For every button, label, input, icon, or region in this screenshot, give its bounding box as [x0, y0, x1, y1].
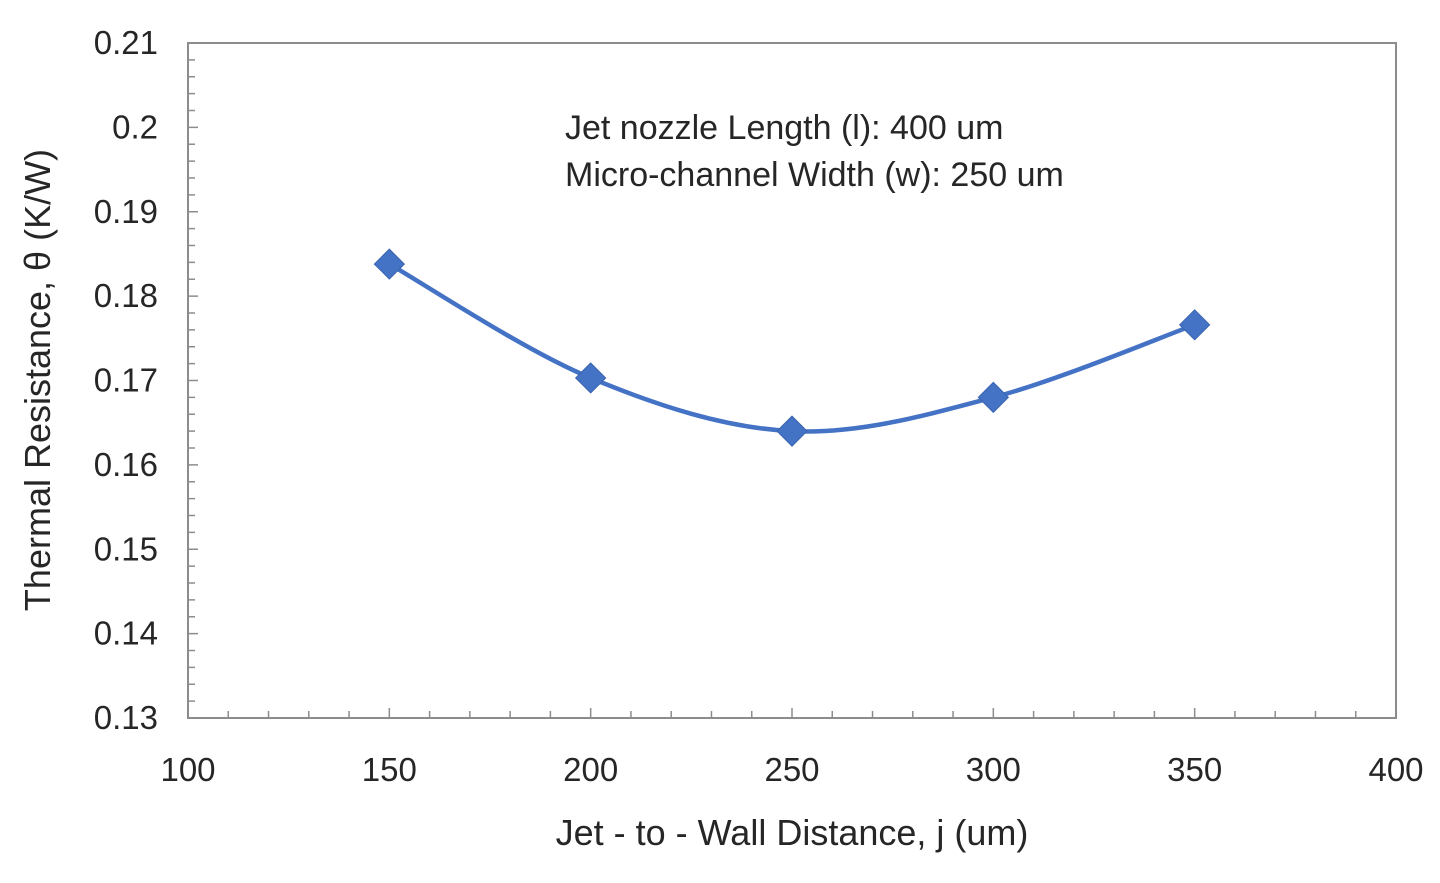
y-tick-label: 0.15 [94, 530, 158, 567]
x-tick-labels: 100 150 200 250 300 350 400 [160, 751, 1423, 788]
plot-area [187, 42, 1397, 719]
minor-ticks [187, 42, 1397, 719]
x-tick-label: 350 [1167, 751, 1222, 788]
x-tick-label: 400 [1368, 751, 1423, 788]
x-tick-label: 300 [966, 751, 1021, 788]
data-point-marker [574, 362, 607, 394]
y-tick-label: 0.19 [94, 193, 158, 230]
y-tick-label: 0.2 [112, 108, 158, 145]
data-point-marker [776, 415, 808, 447]
data-point-marker [1178, 309, 1211, 341]
x-tick-label: 200 [563, 751, 618, 788]
y-axis-title: Thermal Resistance, θ (K/W) [17, 149, 58, 611]
y-tick-label: 0.17 [94, 362, 158, 399]
annotation-channel-width: Micro-channel Width (w): 250 um [565, 156, 1064, 194]
y-tick-label: 0.14 [94, 615, 158, 652]
y-tick-label: 0.18 [94, 277, 158, 314]
x-tick-label: 250 [764, 751, 819, 788]
series-layer [373, 248, 1211, 447]
x-tick-label: 150 [362, 751, 417, 788]
x-axis-title: Jet - to - Wall Distance, j (um) [556, 812, 1029, 853]
x-tick-label: 100 [160, 751, 215, 788]
data-point-marker [373, 248, 406, 280]
y-tick-label: 0.16 [94, 446, 158, 483]
data-point-marker [977, 381, 1010, 414]
y-tick-label: 0.13 [94, 699, 158, 736]
y-tick-label: 0.21 [94, 24, 158, 61]
annotation-nozzle-length: Jet nozzle Length (l): 400 um [565, 109, 1003, 147]
y-tick-labels: 0.13 0.14 0.15 0.16 0.17 0.18 0.19 0.2 0.21 [94, 24, 158, 736]
